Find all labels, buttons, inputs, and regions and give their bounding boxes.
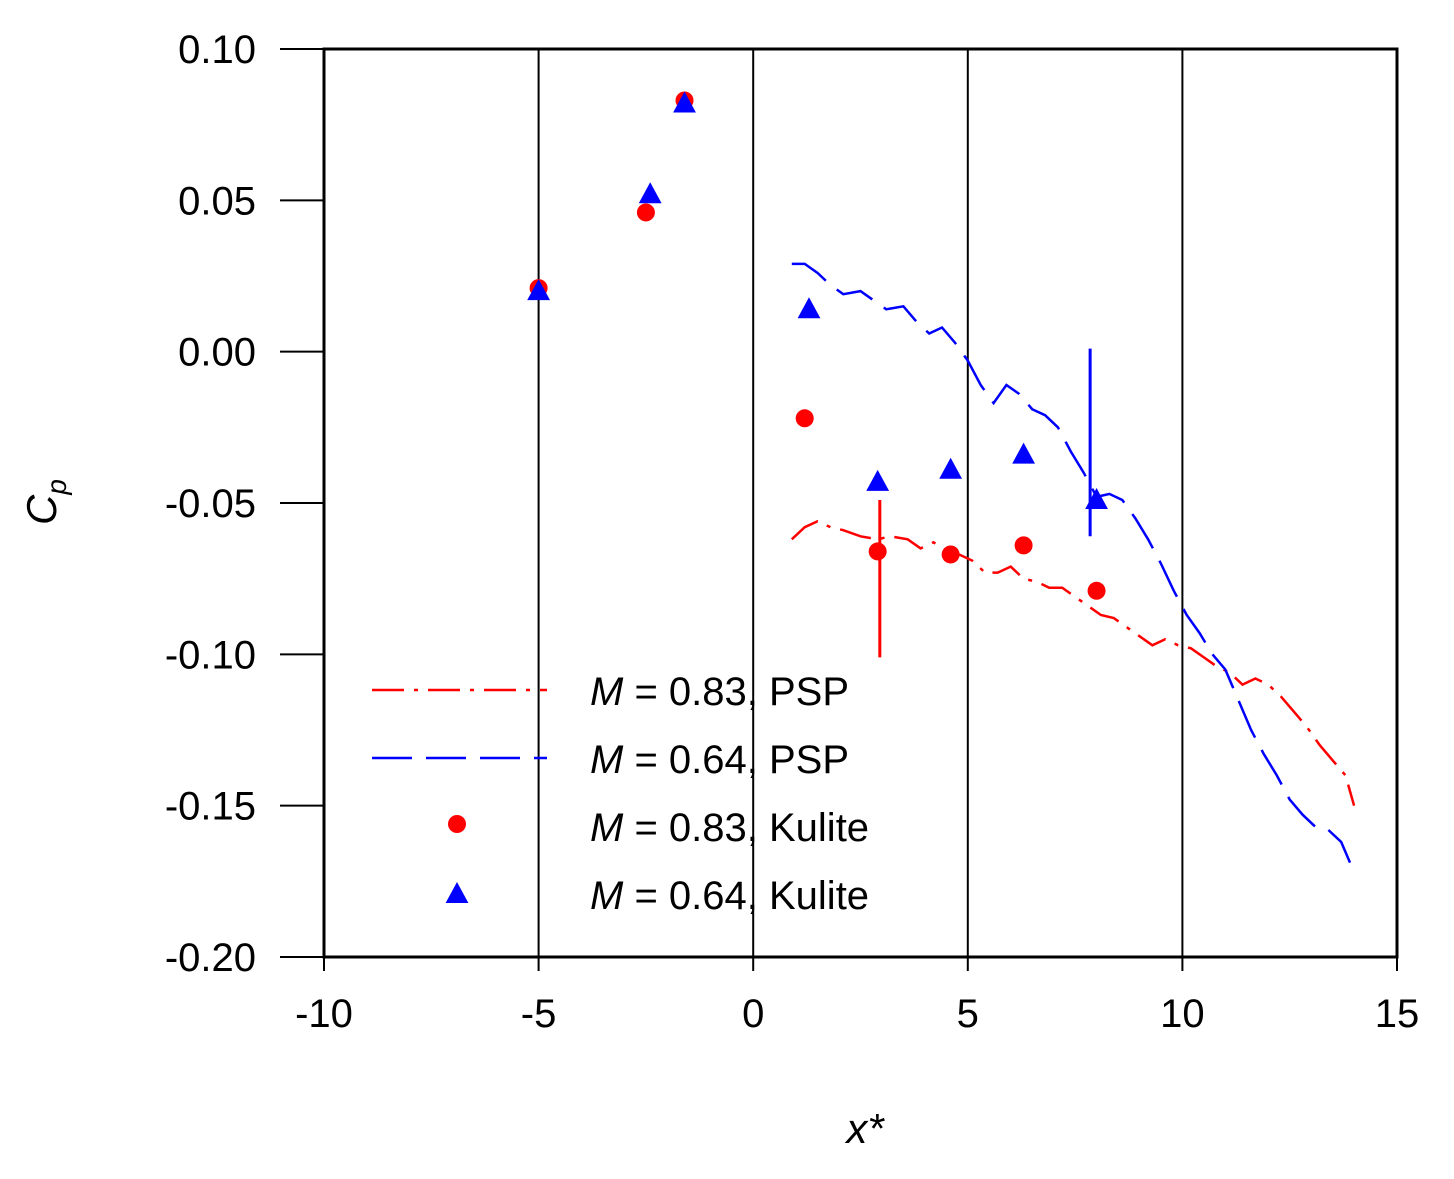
legend-label: M = 0.83, Kulite [590, 806, 869, 850]
series-line [790, 519, 1356, 807]
legend-label-symbol: M [590, 670, 624, 714]
series-line [791, 262, 1356, 873]
legend-label: M = 0.83, PSP [590, 670, 849, 714]
data-point-triangle [673, 91, 696, 113]
data-point-triangle [866, 469, 890, 491]
x-axis-title: x* [844, 1105, 885, 1152]
legend-label: M = 0.64, Kulite [590, 874, 869, 918]
legend-label-value: = 0.83, PSP [623, 670, 849, 714]
x-tick-label: 5 [957, 992, 979, 1036]
y-axis-title: Cp [18, 479, 72, 525]
y-tick-label: -0.10 [165, 633, 256, 677]
x-tick-label: 0 [742, 992, 764, 1036]
legend-label-value: = 0.64, Kulite [623, 874, 869, 918]
legend-label-value: = 0.83, Kulite [623, 806, 869, 850]
x-axis-tick-labels: -10 -5 0 5 10 15 [295, 992, 1419, 1036]
svg-text:Cp: Cp [18, 479, 72, 525]
vertical-gridlines [537, 49, 1184, 957]
data-point-circle [795, 409, 814, 428]
y-tick-label: -0.20 [165, 936, 256, 980]
data-point-triangle [1085, 487, 1108, 509]
data-point-circle [941, 545, 960, 564]
data-point-circle [1087, 581, 1106, 600]
y-tick-label: -0.15 [165, 785, 256, 829]
x-tick-label: 15 [1375, 992, 1420, 1036]
y-axis-tick-labels: 0.10 0.05 0.00 -0.05 -0.10 -0.15 -0.20 [165, 28, 256, 980]
legend-triangle-sample [445, 882, 469, 903]
error-bars [878, 348, 1092, 658]
legend-label-symbol: M [590, 738, 624, 782]
x-tick-label: -10 [295, 992, 353, 1036]
data-point-triangle [527, 279, 550, 301]
y-tick-label: 0.10 [178, 28, 256, 72]
y-tick-label: 0.05 [178, 179, 256, 223]
data-point-triangle [939, 457, 963, 479]
legend-label: M = 0.64, PSP [590, 738, 849, 782]
data-series [527, 91, 1356, 873]
axis-ticks [280, 48, 1398, 971]
legend-label-symbol: M [590, 806, 624, 850]
data-point-triangle [1012, 442, 1035, 464]
legend-circle-sample [448, 815, 466, 833]
x-tick-label: 10 [1160, 992, 1205, 1036]
y-tick-label: 0.00 [178, 331, 256, 375]
data-point-triangle [638, 182, 662, 204]
y-tick-label: -0.05 [165, 482, 256, 526]
legend-label-value: = 0.64, PSP [623, 738, 849, 782]
x-tick-label: -5 [521, 992, 557, 1036]
y-axis-title-main: C [18, 494, 65, 525]
data-point-circle [868, 542, 887, 561]
legend-label-symbol: M [590, 874, 624, 918]
data-point-circle [1014, 536, 1033, 555]
data-point-circle [636, 203, 655, 222]
y-axis-title-subscript: p [41, 479, 72, 496]
data-point-triangle [797, 297, 821, 319]
